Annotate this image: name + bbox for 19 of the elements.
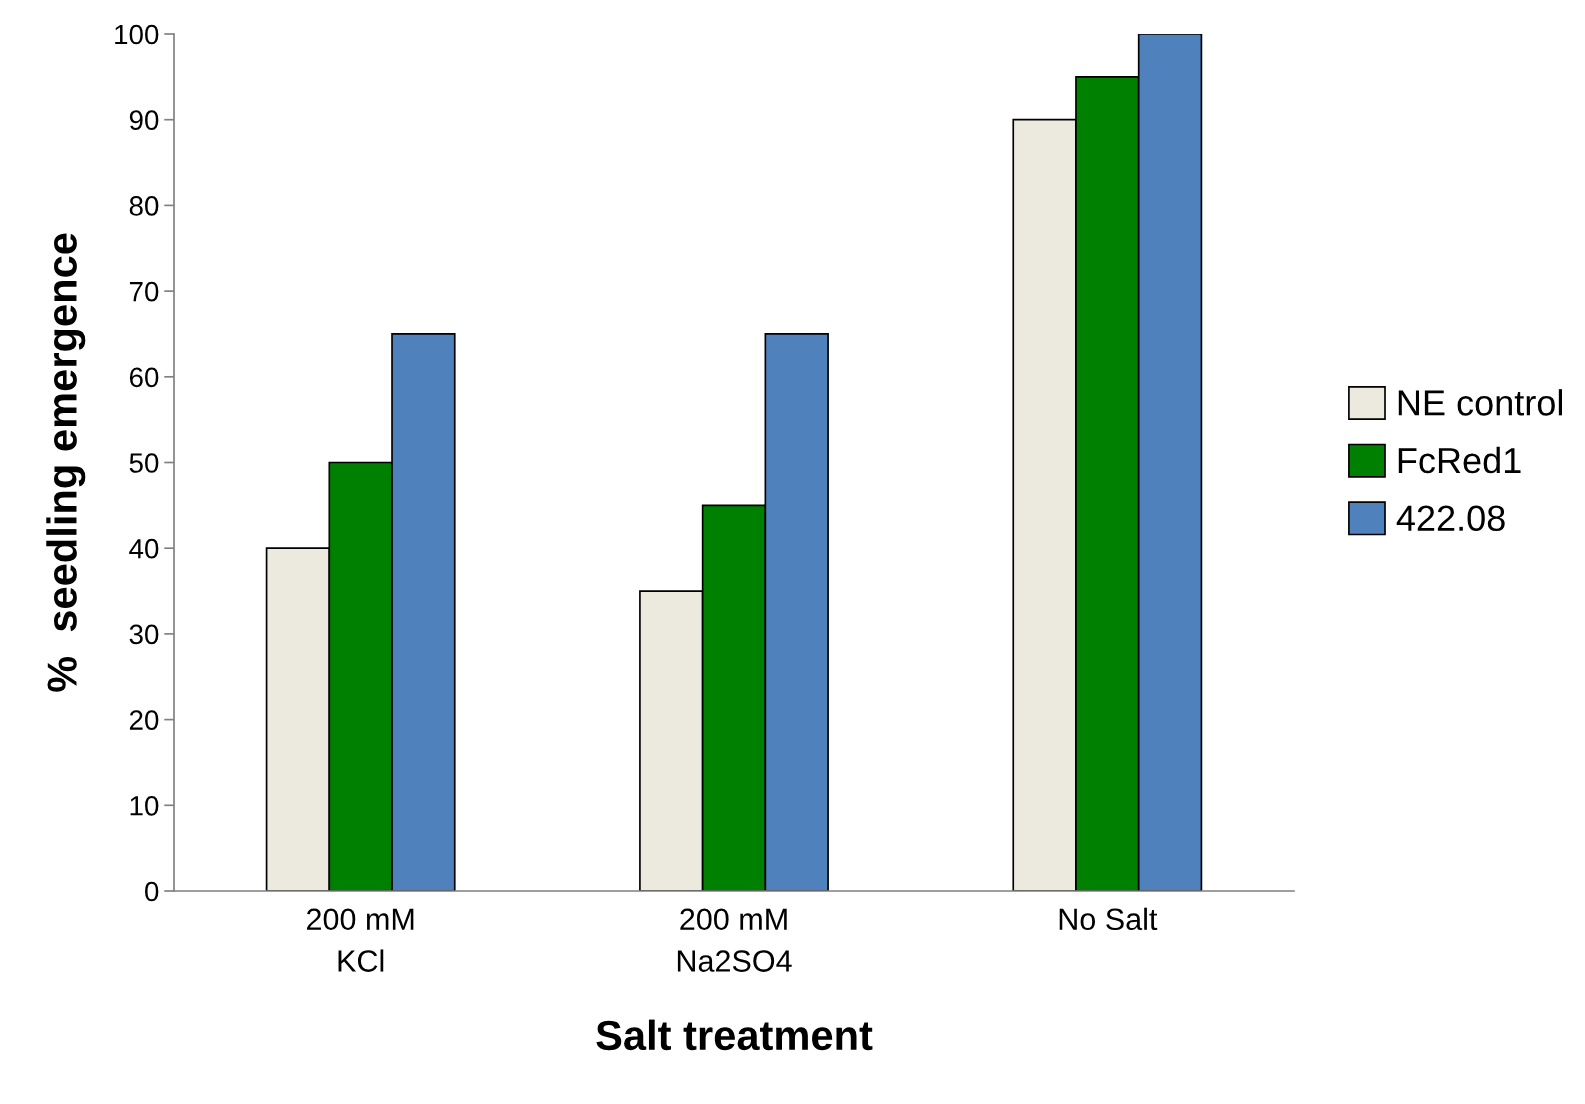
y-tick-label: 20 [129, 710, 159, 730]
y-axis-title: % seedling emergence [46, 233, 86, 692]
x-tick-label: 200 mM KCl [307, 908, 414, 972]
x-tick-label: 200 mM Na2SO4 [677, 908, 792, 972]
y-tick-label: 100 [115, 24, 159, 45]
y-tick-label: 0 [145, 881, 159, 902]
legend-label: 422.08 [1396, 505, 1505, 532]
y-tick-label: 30 [129, 624, 159, 645]
y-tick-label: 10 [130, 795, 159, 816]
y-tick-label: 60 [129, 367, 159, 388]
y-tick-label: 70 [129, 281, 159, 302]
legend-label: NE control [1398, 389, 1563, 416]
y-tick-label: 50 [129, 453, 159, 473]
x-tick-label: No Salt [1059, 907, 1158, 931]
x-axis-title: Salt treatment [596, 1019, 873, 1051]
y-tick-label: 90 [129, 110, 159, 131]
y-tick-label: 80 [129, 196, 159, 216]
legend-label: FcRed1 [1398, 446, 1521, 474]
y-tick-label: 40 [129, 538, 159, 559]
